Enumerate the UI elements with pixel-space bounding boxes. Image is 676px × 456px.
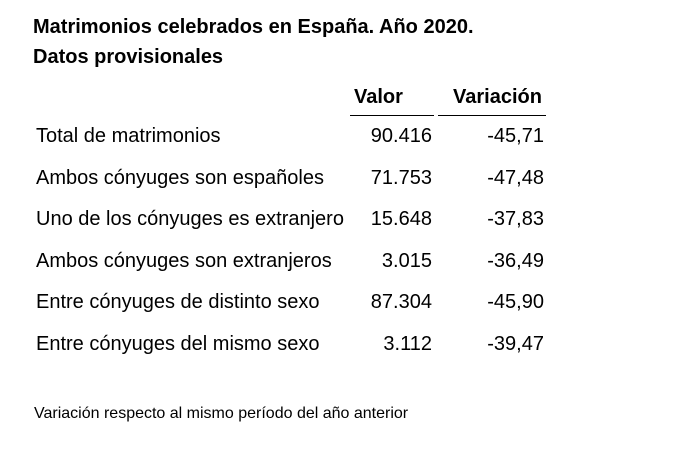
row-variacion: -39,47 [487, 332, 544, 355]
row-valor: 87.304 [370, 291, 432, 314]
row-label: Uno de los cónyuges es extranjero [36, 208, 344, 231]
row-valor: 15.648 [370, 208, 432, 231]
header-blank [34, 80, 346, 116]
marriages-table: Valor Variación Total de matrimonios 90.… [30, 80, 550, 365]
table-row: Entre cónyuges del mismo sexo 3.112 -39,… [34, 324, 546, 366]
page-title: Matrimonios celebrados en España. Año 20… [33, 12, 653, 72]
row-variacion: -45,90 [487, 291, 544, 314]
title-line-2: Datos provisionales [33, 46, 224, 68]
footnote: Variación respecto al mismo período del … [34, 405, 409, 422]
title-line-1: Matrimonios celebrados en España. Año 20… [33, 16, 474, 38]
table-row: Ambos cónyuges son españoles 71.753 -47,… [34, 158, 546, 200]
header-valor: Valor [349, 80, 434, 116]
row-label: Entre cónyuges del mismo sexo [36, 332, 320, 355]
table-row: Ambos cónyuges son extranjeros 3.015 -36… [34, 241, 546, 283]
row-valor: 71.753 [370, 166, 432, 189]
row-valor: 90.416 [370, 125, 432, 148]
header-variacion: Variación [437, 80, 546, 116]
row-variacion: -47,48 [487, 166, 544, 189]
table-row: Entre cónyuges de distinto sexo 87.304 -… [34, 282, 546, 324]
row-variacion: -45,71 [487, 125, 544, 148]
table-row: Uno de los cónyuges es extranjero 15.648… [34, 199, 546, 241]
row-label: Total de matrimonios [36, 125, 221, 148]
row-variacion: -37,83 [487, 208, 544, 231]
row-valor: 3.112 [383, 332, 432, 355]
table-row: Total de matrimonios 90.416 -45,71 [34, 116, 546, 158]
row-valor: 3.015 [381, 249, 432, 272]
table-header-row: Valor Variación [34, 80, 546, 116]
row-variacion: -36,49 [487, 249, 544, 272]
row-label: Ambos cónyuges son extranjeros [36, 249, 332, 272]
row-label: Ambos cónyuges son españoles [36, 166, 324, 189]
row-label: Entre cónyuges de distinto sexo [36, 291, 320, 314]
